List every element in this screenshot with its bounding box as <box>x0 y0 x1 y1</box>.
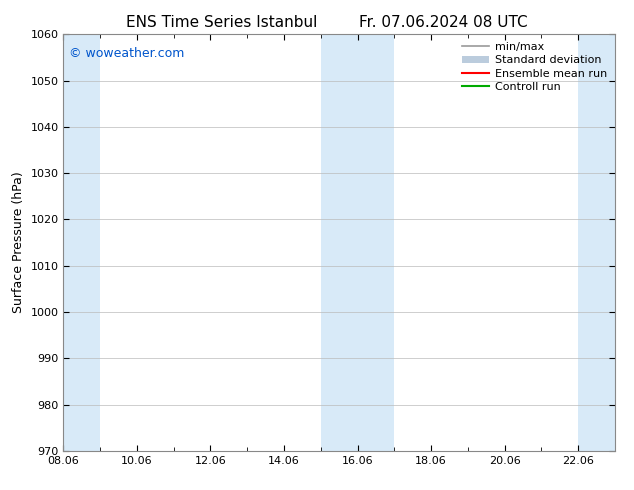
Y-axis label: Surface Pressure (hPa): Surface Pressure (hPa) <box>12 172 25 314</box>
Text: ENS Time Series Istanbul: ENS Time Series Istanbul <box>126 15 318 30</box>
Legend: min/max, Standard deviation, Ensemble mean run, Controll run: min/max, Standard deviation, Ensemble me… <box>457 38 612 97</box>
Bar <box>45 34 100 451</box>
Text: Fr. 07.06.2024 08 UTC: Fr. 07.06.2024 08 UTC <box>359 15 528 30</box>
Text: © woweather.com: © woweather.com <box>69 47 184 60</box>
Bar <box>578 34 633 451</box>
Bar <box>321 34 394 451</box>
